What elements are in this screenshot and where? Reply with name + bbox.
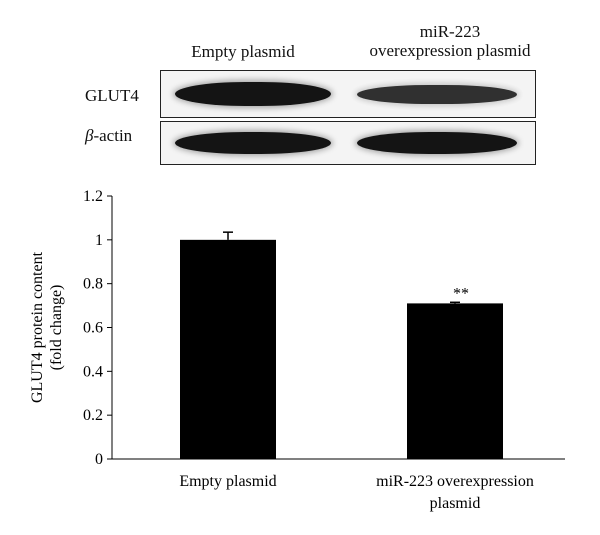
blot-lane-label-mir223: miR-223 overexpression plasmid (340, 22, 560, 60)
y-tick-label: 0.8 (83, 276, 103, 293)
y-tick-label: 0.4 (83, 363, 103, 380)
blot-band-glut4-mir223 (357, 85, 517, 104)
blot-band-beta-actin-empty (175, 132, 331, 154)
blot-row-label-glut4: GLUT4 (85, 86, 139, 105)
y-axis-label: GLUT4 protein content (fold change) (29, 251, 65, 403)
y-tick-label: 1.2 (83, 188, 103, 205)
blot-panel-glut4 (160, 70, 536, 118)
x-tick-label: plasmid (430, 495, 481, 512)
y-tick-label: 1 (95, 232, 103, 249)
x-tick-label: miR-223 overexpression (376, 473, 534, 490)
blot-lane-label-mir223-line1: miR-223 (419, 22, 481, 41)
blot-lane-label-mir223-line2: overexpression plasmid (369, 41, 531, 60)
blot-lane-label-empty: Empty plasmid (191, 42, 295, 61)
y-tick-label: 0.6 (83, 320, 103, 337)
x-tick-label: Empty plasmid (179, 473, 276, 490)
y-tick-label: 0 (95, 451, 103, 468)
bar (407, 303, 503, 459)
bar (180, 239, 276, 459)
blot-panel-beta-actin (160, 121, 536, 165)
blot-row-label-beta-actin: β-actin (85, 126, 133, 145)
y-axis-label-line: (fold change) (48, 285, 65, 371)
blot-band-beta-actin-mir223 (357, 132, 517, 154)
y-axis-label-line: GLUT4 protein content (29, 251, 46, 403)
y-tick-label: 0.2 (83, 407, 103, 424)
significance-annotation: ** (453, 285, 469, 302)
blot-band-glut4-empty (175, 82, 331, 106)
